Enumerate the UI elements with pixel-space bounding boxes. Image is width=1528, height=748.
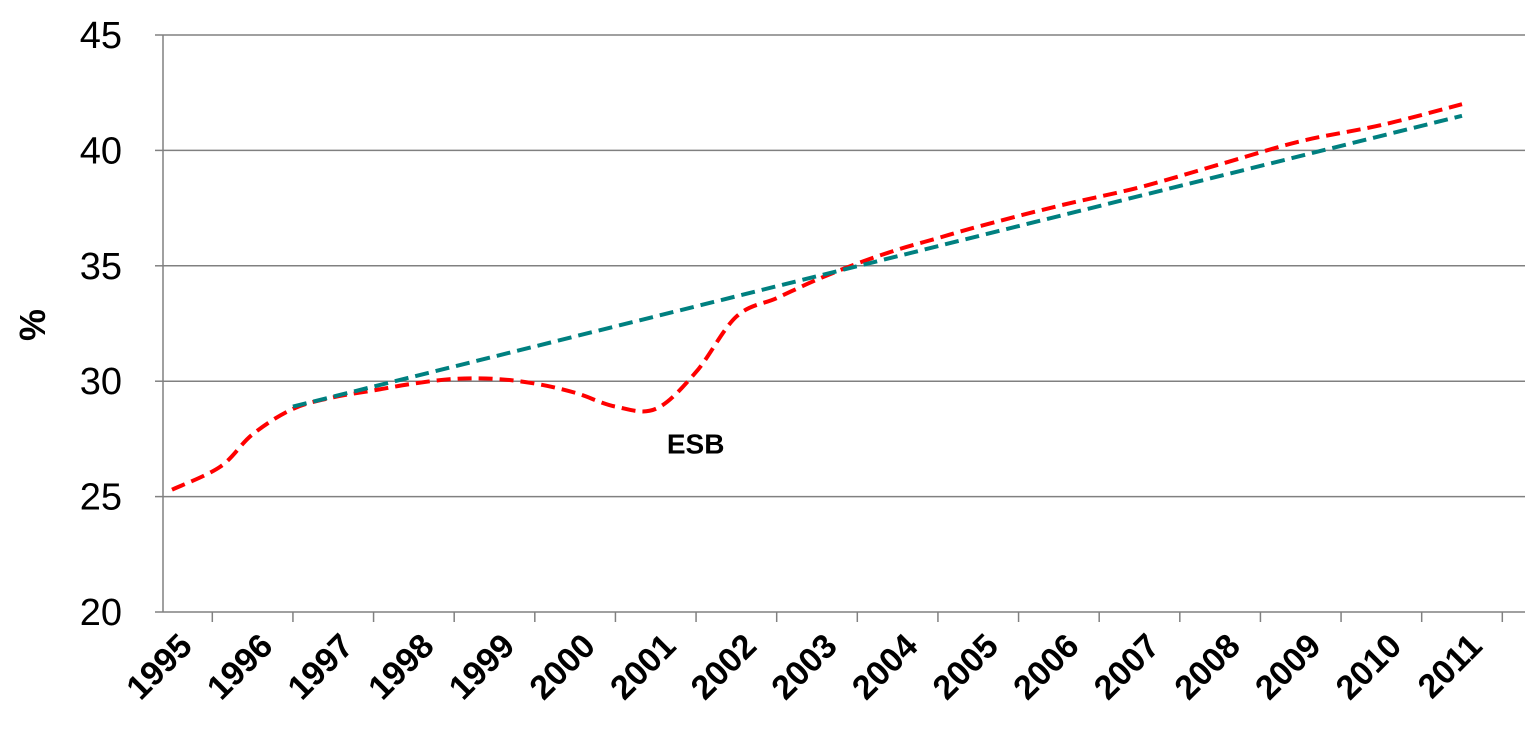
x-tick-label: 2001 bbox=[603, 627, 683, 707]
grid-lines bbox=[163, 34, 1525, 613]
x-tick-label: 2010 bbox=[1329, 627, 1409, 707]
x-tick-label: 2002 bbox=[684, 627, 764, 707]
y-axis-label: % bbox=[12, 309, 53, 341]
x-tick-label: 2008 bbox=[1167, 627, 1247, 707]
series-line-0 bbox=[171, 102, 1463, 492]
x-tick-label: 2011 bbox=[1411, 627, 1490, 706]
x-tick-label: 1995 bbox=[119, 627, 199, 707]
y-tick-label: 25 bbox=[80, 477, 122, 519]
x-tick-label: 1996 bbox=[200, 627, 280, 707]
x-tick-label: 1999 bbox=[442, 627, 522, 707]
y-tick-label: 35 bbox=[80, 246, 122, 288]
x-tick-label: 1998 bbox=[361, 627, 441, 707]
y-tick-label: 30 bbox=[80, 361, 122, 403]
x-tick-label: 2005 bbox=[926, 627, 1006, 707]
y-tick-label: 20 bbox=[80, 592, 122, 634]
x-tick-label: 2003 bbox=[764, 627, 844, 707]
x-tick-label: 2009 bbox=[1248, 627, 1328, 707]
axes bbox=[155, 34, 1504, 622]
data-series bbox=[171, 102, 1463, 492]
y-tick-label: 40 bbox=[80, 130, 122, 172]
y-tick-labels: 20 25 30 35 40 45 bbox=[80, 15, 122, 634]
x-tick-label: 2006 bbox=[1006, 627, 1086, 707]
x-tick-label: 2000 bbox=[522, 627, 602, 707]
series-line-1 bbox=[292, 113, 1463, 409]
annotations: ESB bbox=[667, 429, 725, 460]
x-tick-label: 2004 bbox=[845, 627, 925, 707]
x-tick-labels: 1995 1996 1997 1998 1999 2000 2001 2002 2003 2004… bbox=[119, 627, 1489, 707]
annotation-label: ESB bbox=[667, 429, 725, 460]
y-tick-label: 45 bbox=[80, 15, 122, 57]
x-tick-label: 2007 bbox=[1087, 627, 1167, 707]
x-tick-label: 1997 bbox=[281, 627, 361, 707]
